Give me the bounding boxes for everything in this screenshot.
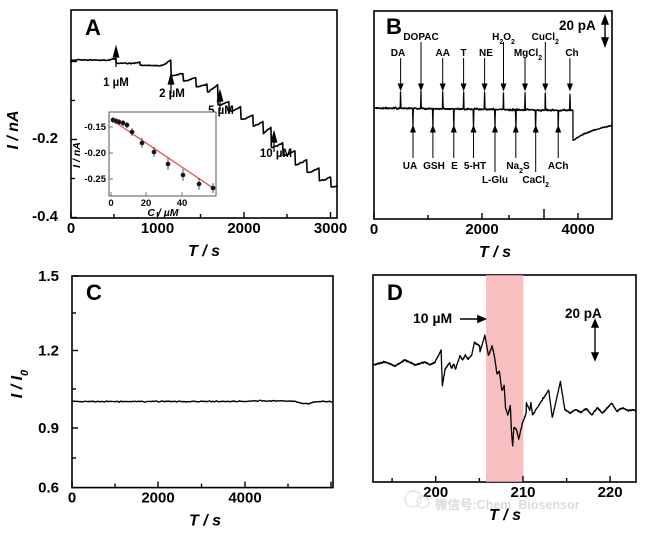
svg-text:I / nA: I / nA bbox=[5, 110, 22, 149]
svg-text:2000: 2000 bbox=[141, 490, 174, 507]
svg-text:1.5: 1.5 bbox=[38, 268, 59, 285]
svg-text:A: A bbox=[85, 15, 101, 40]
svg-text:T: T bbox=[461, 48, 467, 59]
svg-text:-0.20: -0.20 bbox=[84, 148, 106, 159]
svg-text:B: B bbox=[386, 14, 402, 39]
svg-text:UA: UA bbox=[403, 161, 417, 172]
svg-text:L-Glu: L-Glu bbox=[482, 175, 508, 186]
svg-text:220: 220 bbox=[598, 484, 623, 501]
svg-text:-0.2: -0.2 bbox=[32, 130, 58, 147]
svg-text:1 µM: 1 µM bbox=[103, 77, 129, 89]
svg-text:1.2: 1.2 bbox=[38, 343, 59, 360]
svg-text:5-HT: 5-HT bbox=[464, 161, 486, 172]
svg-text:0: 0 bbox=[370, 221, 378, 238]
svg-text:I / nA: I / nA bbox=[71, 142, 83, 168]
svg-text:Na2S: Na2S bbox=[506, 161, 530, 175]
svg-text:AA: AA bbox=[435, 48, 449, 59]
svg-text:-0.4: -0.4 bbox=[32, 208, 59, 225]
svg-text:0: 0 bbox=[67, 220, 75, 237]
svg-text:-0.15: -0.15 bbox=[84, 122, 106, 133]
svg-text:MgCl2: MgCl2 bbox=[514, 48, 542, 62]
svg-text:I / I0: I / I0 bbox=[9, 369, 31, 398]
svg-text:0.6: 0.6 bbox=[38, 480, 59, 497]
svg-text:4000: 4000 bbox=[561, 221, 594, 238]
svg-text:NE: NE bbox=[479, 48, 493, 59]
svg-text:T / s: T / s bbox=[188, 243, 220, 260]
svg-text:2000: 2000 bbox=[465, 221, 498, 238]
svg-text:0: 0 bbox=[68, 490, 76, 507]
svg-text:-0.25: -0.25 bbox=[84, 174, 106, 185]
svg-text:0.9: 0.9 bbox=[38, 420, 59, 437]
svg-text:Ch: Ch bbox=[565, 48, 578, 59]
svg-text:20 pA: 20 pA bbox=[565, 306, 602, 321]
svg-text:C: C bbox=[86, 280, 102, 305]
svg-text:T / s: T / s bbox=[479, 244, 511, 261]
svg-text:0: 0 bbox=[108, 198, 113, 209]
svg-text:10 µM: 10 µM bbox=[260, 148, 292, 160]
svg-text:E: E bbox=[451, 161, 458, 172]
svg-text:10 µM: 10 µM bbox=[413, 310, 452, 326]
svg-text:DA: DA bbox=[391, 48, 405, 59]
svg-text:CaCl2: CaCl2 bbox=[522, 175, 549, 189]
svg-text:ACh: ACh bbox=[548, 161, 569, 172]
svg-text:D: D bbox=[387, 280, 403, 305]
svg-text:DOPAC: DOPAC bbox=[403, 32, 438, 43]
svg-text:2000: 2000 bbox=[227, 220, 260, 237]
svg-text:4000: 4000 bbox=[228, 490, 261, 507]
svg-text:T / s: T / s bbox=[189, 513, 221, 530]
svg-text:2 µM: 2 µM bbox=[159, 88, 185, 100]
svg-text:C / µM: C / µM bbox=[147, 207, 178, 219]
svg-text:微信号:Chem_Biosensor: 微信号:Chem_Biosensor bbox=[434, 497, 580, 512]
svg-text:GSH: GSH bbox=[423, 161, 445, 172]
svg-text:3000: 3000 bbox=[314, 220, 347, 237]
svg-text:1000: 1000 bbox=[141, 220, 174, 237]
svg-text:20 pA: 20 pA bbox=[559, 18, 596, 33]
